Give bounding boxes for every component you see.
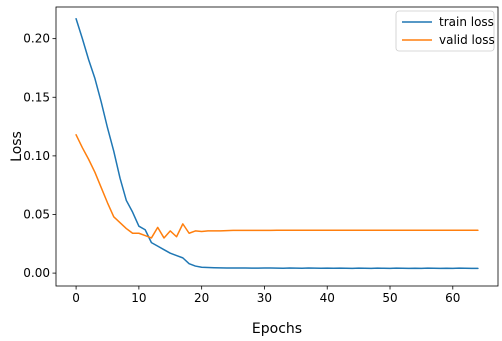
x-tick-label: 10 bbox=[131, 291, 146, 305]
x-tick-label: 60 bbox=[445, 291, 460, 305]
x-tick-label: 30 bbox=[257, 291, 272, 305]
x-tick-label: 40 bbox=[320, 291, 335, 305]
legend-frame bbox=[395, 10, 495, 52]
x-tick-label: 0 bbox=[72, 291, 80, 305]
legend: train loss valid loss bbox=[395, 10, 495, 52]
y-tick-label: 0.00 bbox=[23, 266, 50, 280]
x-tick-label: 20 bbox=[194, 291, 209, 305]
y-tick-label: 0.05 bbox=[23, 207, 50, 221]
legend-label-train-loss: train loss bbox=[439, 15, 494, 29]
y-axis-label: Loss bbox=[9, 131, 25, 162]
series-line-train-loss bbox=[75, 17, 479, 270]
x-axis-label: Epochs bbox=[252, 321, 302, 337]
y-tick-label: 0.20 bbox=[23, 32, 50, 46]
series-line-valid-loss bbox=[75, 134, 479, 239]
plot-frame bbox=[55, 6, 499, 287]
y-tick-label: 0.15 bbox=[23, 90, 50, 104]
legend-label-valid-loss: valid loss bbox=[439, 33, 495, 47]
x-tick-label: 50 bbox=[382, 291, 397, 305]
y-tick-label: 0.10 bbox=[23, 149, 50, 163]
x-axis-ticks: 0 10 20 30 40 50 60 bbox=[72, 286, 460, 305]
series-layer bbox=[75, 17, 479, 270]
y-axis-ticks: 0.00 0.05 0.10 0.15 0.20 bbox=[23, 32, 56, 280]
